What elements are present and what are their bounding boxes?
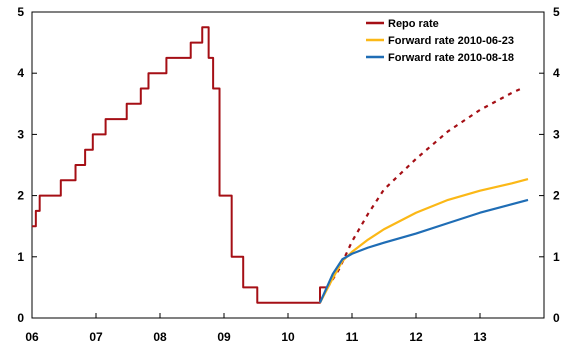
y-tick-right-label: 1 xyxy=(553,250,560,264)
y-axis-right: 0 1 2 3 4 5 xyxy=(539,5,560,325)
y-tick-right-label: 4 xyxy=(553,66,560,80)
legend-label: Forward rate 2010-08-18 xyxy=(388,52,514,64)
y-tick-right-label: 5 xyxy=(553,5,560,19)
legend-label: Repo rate xyxy=(388,18,439,30)
y-tick-right-label: 3 xyxy=(553,127,560,141)
y-tick-left-label: 3 xyxy=(17,127,24,141)
series-layer xyxy=(32,26,529,304)
y-tick-left-label: 0 xyxy=(17,311,24,325)
x-tick-label: 10 xyxy=(281,330,295,344)
x-tick-label: 07 xyxy=(89,330,103,344)
y-axis-left: 0 1 2 3 4 5 xyxy=(17,5,37,325)
y-tick-left-label: 5 xyxy=(17,5,24,19)
x-tick-label: 12 xyxy=(409,330,423,344)
y-tick-left-label: 1 xyxy=(17,250,24,264)
series-line-0 xyxy=(32,26,328,304)
y-tick-right-label: 0 xyxy=(553,311,560,325)
x-tick-label: 09 xyxy=(217,330,231,344)
x-tick-label: 11 xyxy=(346,330,359,344)
x-tick-label: 08 xyxy=(153,330,167,344)
series-line-3 xyxy=(318,198,529,304)
series-line-2 xyxy=(319,178,529,304)
y-tick-left-label: 2 xyxy=(17,189,24,203)
x-tick-label: 13 xyxy=(473,330,487,344)
legend: Repo rate Forward rate 2010-06-23 Forward … xyxy=(366,18,514,64)
y-tick-right-label: 2 xyxy=(553,189,560,203)
x-tick-label: 06 xyxy=(25,330,39,344)
legend-label: Forward rate 2010-06-23 xyxy=(388,35,514,47)
series-line-1 xyxy=(326,87,523,288)
x-axis: 06 07 08 09 10 11 12 13 xyxy=(25,313,487,344)
y-tick-left-label: 4 xyxy=(17,66,24,80)
